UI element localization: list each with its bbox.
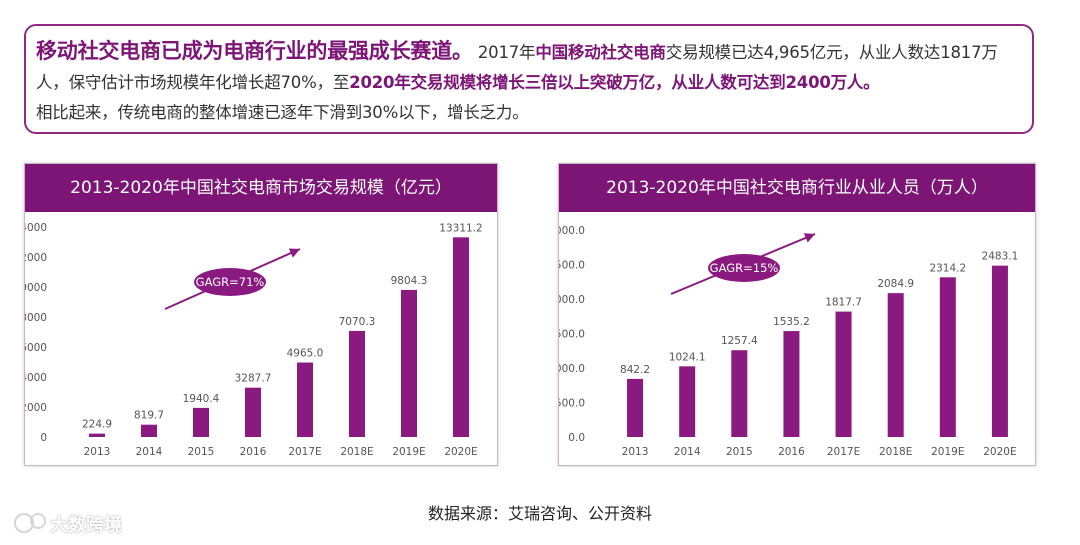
cagr-badge xyxy=(708,254,780,282)
watermark-text: 大数跨境 xyxy=(50,515,122,536)
y-tick-label: 1000.0 xyxy=(559,363,585,375)
data-label: 224.9 xyxy=(82,419,112,431)
data-label: 1535.2 xyxy=(773,316,810,328)
bar xyxy=(245,387,261,437)
y-tick-label: 6000 xyxy=(25,342,47,354)
intro-box: 移动社交电商已成为电商行业的最强成长赛道。 2017年中国移动社交电商交易规模已… xyxy=(24,24,1034,134)
y-tick-label: 2000.0 xyxy=(559,294,585,306)
data-label: 1940.4 xyxy=(183,393,220,405)
category-label: 2017E xyxy=(827,446,860,458)
data-label: 842.2 xyxy=(620,364,650,376)
y-tick-label: 3000.0 xyxy=(559,225,585,237)
data-label: 3287.7 xyxy=(235,373,272,385)
category-label: 2019E xyxy=(931,446,964,458)
y-tick-label: 0 xyxy=(40,432,47,444)
category-label: 2018E xyxy=(879,446,912,458)
y-tick-label: 0.0 xyxy=(568,432,585,444)
category-label: 2016 xyxy=(778,446,805,458)
category-label: 2013 xyxy=(622,446,649,458)
category-label: 2019E xyxy=(392,446,425,458)
category-label: 2020E xyxy=(983,446,1016,458)
chart-title: 2013-2020年中国社交电商行业从业人员（万人） xyxy=(559,164,1035,212)
y-tick-label: 2000 xyxy=(25,402,47,414)
intro-paragraph: 移动社交电商已成为电商行业的最强成长赛道。 2017年中国移动社交电商交易规模已… xyxy=(36,36,1022,128)
chart-panel-employees: 2013-2020年中国社交电商行业从业人员（万人） 0.0 500.0 1000.… xyxy=(558,163,1036,466)
y-tick-label: 12000 xyxy=(25,252,47,264)
employees-chart: 0.0 500.0 1000.0 1500.0 2000.0 2500.0 3000.0 GA… xyxy=(559,225,1019,458)
intro-bold-1: 中国移动社交电商 xyxy=(535,43,666,62)
intro-text-1: 2017年 xyxy=(477,43,536,62)
category-label: 2015 xyxy=(188,446,215,458)
cagr-badge xyxy=(194,268,266,296)
y-tick-label: 10000 xyxy=(25,282,47,294)
data-label: 2483.1 xyxy=(982,251,1019,263)
bar xyxy=(401,289,417,437)
cagr-label: GAGR=71% xyxy=(196,275,265,289)
category-label: 2015 xyxy=(726,446,753,458)
y-tick-label: 4000 xyxy=(25,372,47,384)
bar xyxy=(453,237,469,437)
data-label: 2084.9 xyxy=(877,278,914,290)
category-label: 2017E xyxy=(288,446,321,458)
chart-title: 2013-2020年中国社交电商市场交易规模（亿元） xyxy=(25,164,497,212)
intro-text-2: 交易规模已达4,965亿元，从业人数达1817万人，保守估计市场规模年化增长超7… xyxy=(36,43,998,92)
data-label: 1257.4 xyxy=(721,335,758,347)
y-tick-label: 500.0 xyxy=(559,398,585,410)
intro-bold-2: 2020年交易规模将增长三倍以上突破万亿，从业人数可达到2400万人。 xyxy=(349,73,880,92)
intro-text-3: 相比起来，传统电商的整体增速已逐年下滑到30%以下，增长乏力。 xyxy=(36,103,529,122)
data-label: 13311.2 xyxy=(439,222,482,234)
trend-arrow-head-icon xyxy=(288,248,300,258)
bar xyxy=(627,378,644,437)
data-label: 1024.1 xyxy=(669,351,706,363)
bar xyxy=(141,424,157,437)
data-label: 819.7 xyxy=(134,410,164,422)
y-tick-label: 8000 xyxy=(25,312,47,324)
bar xyxy=(887,293,904,437)
watermark-logo-icon xyxy=(14,513,46,533)
trend-arrow-head-icon xyxy=(803,233,815,243)
bar xyxy=(939,277,956,437)
data-label: 1817.7 xyxy=(825,297,862,309)
y-tick-label: 14000 xyxy=(25,222,47,234)
category-label: 2016 xyxy=(240,446,267,458)
bar xyxy=(297,362,313,437)
y-tick-label: 1500.0 xyxy=(559,329,585,341)
bar xyxy=(193,407,209,437)
bar xyxy=(349,330,365,437)
transaction-volume-chart: 0 2000 4000 6000 8000 10000 12000 14000 GAGR=71%… xyxy=(25,222,483,458)
chart-panel-transaction: 2013-2020年中国社交电商市场交易规模（亿元） 0 2000 4000 6000… xyxy=(24,163,498,466)
bar xyxy=(679,366,696,437)
data-label: 9804.3 xyxy=(391,275,428,287)
bar xyxy=(731,350,748,437)
bar xyxy=(783,331,800,437)
data-label: 4965.0 xyxy=(287,348,324,360)
y-tick-label: 2500.0 xyxy=(559,260,585,272)
intro-headline: 移动社交电商已成为电商行业的最强成长赛道。 xyxy=(36,39,473,63)
bar xyxy=(835,311,852,437)
bar xyxy=(991,265,1008,437)
category-label: 2020E xyxy=(444,446,477,458)
data-label: 7070.3 xyxy=(339,316,376,328)
category-label: 2013 xyxy=(84,446,111,458)
category-label: 2018E xyxy=(340,446,373,458)
data-label: 2314.2 xyxy=(929,262,966,274)
data-source: 数据来源：艾瑞咨询、公开资料 xyxy=(427,504,652,523)
bar xyxy=(89,433,105,437)
cagr-label: GAGR=15% xyxy=(710,261,779,275)
category-label: 2014 xyxy=(136,446,163,458)
category-label: 2014 xyxy=(674,446,701,458)
